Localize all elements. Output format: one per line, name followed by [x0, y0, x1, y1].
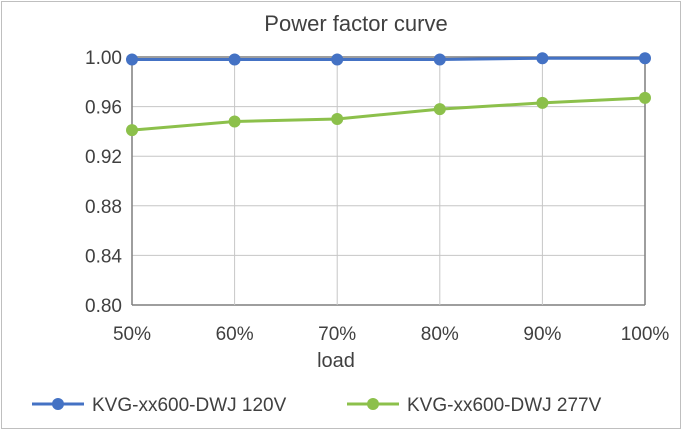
- series-line: [131, 96, 646, 132]
- y-tick-label: 0.88: [85, 197, 122, 218]
- legend-label: KVG-xx600-DWJ 120V: [92, 395, 287, 416]
- legend: KVG-xx600-DWJ 120V KVG-xx600-DWJ 277V: [32, 395, 602, 416]
- y-tick-label: 1.00: [85, 48, 122, 69]
- x-tick-label: 90%: [523, 324, 561, 345]
- y-tick-label: 0.84: [85, 246, 122, 267]
- x-axis-ticks: 50% 60% 70% 80% 90% 100%: [113, 324, 669, 345]
- data-point: [126, 53, 138, 66]
- data-point: [536, 52, 549, 65]
- data-point: [433, 103, 446, 116]
- data-point: [639, 91, 651, 104]
- data-point: [331, 113, 344, 125]
- x-axis-label: load: [317, 350, 355, 372]
- x-tick-label: 70%: [318, 324, 356, 345]
- legend-marker: [52, 398, 64, 410]
- series-line: [132, 56, 645, 61]
- legend-item: KVG-xx600-DWJ 120V: [32, 395, 287, 416]
- data-point: [536, 96, 549, 109]
- y-tick-label: 0.92: [85, 147, 122, 168]
- x-tick-label: 60%: [216, 324, 254, 345]
- data-point: [639, 52, 651, 65]
- y-axis-ticks: 0.80 0.84 0.88 0.92 0.96 1.00: [85, 48, 122, 317]
- x-tick-label: 50%: [113, 324, 151, 345]
- series-2: [126, 91, 651, 137]
- data-point: [331, 53, 344, 66]
- chart-title: Power factor curve: [264, 11, 447, 36]
- y-tick-label: 0.96: [85, 98, 122, 119]
- legend-label: KVG-xx600-DWJ 277V: [407, 395, 602, 416]
- legend-item: KVG-xx600-DWJ 277V: [347, 395, 602, 416]
- grid: [131, 56, 646, 306]
- x-tick-label: 80%: [421, 324, 459, 345]
- data-point: [228, 53, 241, 66]
- series: [126, 52, 651, 137]
- data-point: [433, 53, 446, 66]
- series-1: [126, 52, 651, 66]
- legend-marker: [367, 398, 379, 410]
- y-tick-label: 0.80: [85, 296, 122, 317]
- x-tick-label: 100%: [621, 324, 670, 345]
- data-point: [228, 115, 241, 128]
- data-point: [126, 124, 138, 137]
